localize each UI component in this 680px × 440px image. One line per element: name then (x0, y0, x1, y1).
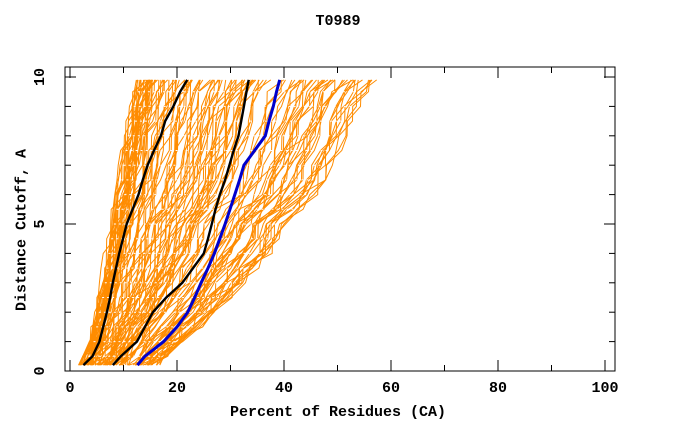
x-tick-label: 20 (168, 380, 186, 397)
y-tick-label: 10 (32, 68, 49, 86)
x-tick-label: 60 (382, 380, 400, 397)
x-tick-label: 100 (591, 380, 618, 397)
ensemble-curves (78, 79, 378, 366)
x-tick-label: 0 (65, 380, 74, 397)
tick-labels: 0 20 40 60 80 100 0 5 10 (32, 68, 619, 397)
highlight-curve-model-black-1 (82, 79, 189, 366)
y-tick-label: 0 (32, 366, 49, 375)
y-axis-label: Distance Cutoff, A (13, 148, 31, 312)
x-tick-label: 80 (489, 380, 507, 397)
axes (64, 66, 616, 372)
x-tick-label: 40 (275, 380, 293, 397)
x-axis-label: Percent of Residues (CA) (229, 404, 447, 421)
highlight-curve-model-blue (136, 79, 282, 367)
y-tick-label: 5 (32, 219, 49, 228)
highlight-curve-model-black-2 (111, 79, 250, 366)
plot-title: T0989 (315, 13, 361, 30)
